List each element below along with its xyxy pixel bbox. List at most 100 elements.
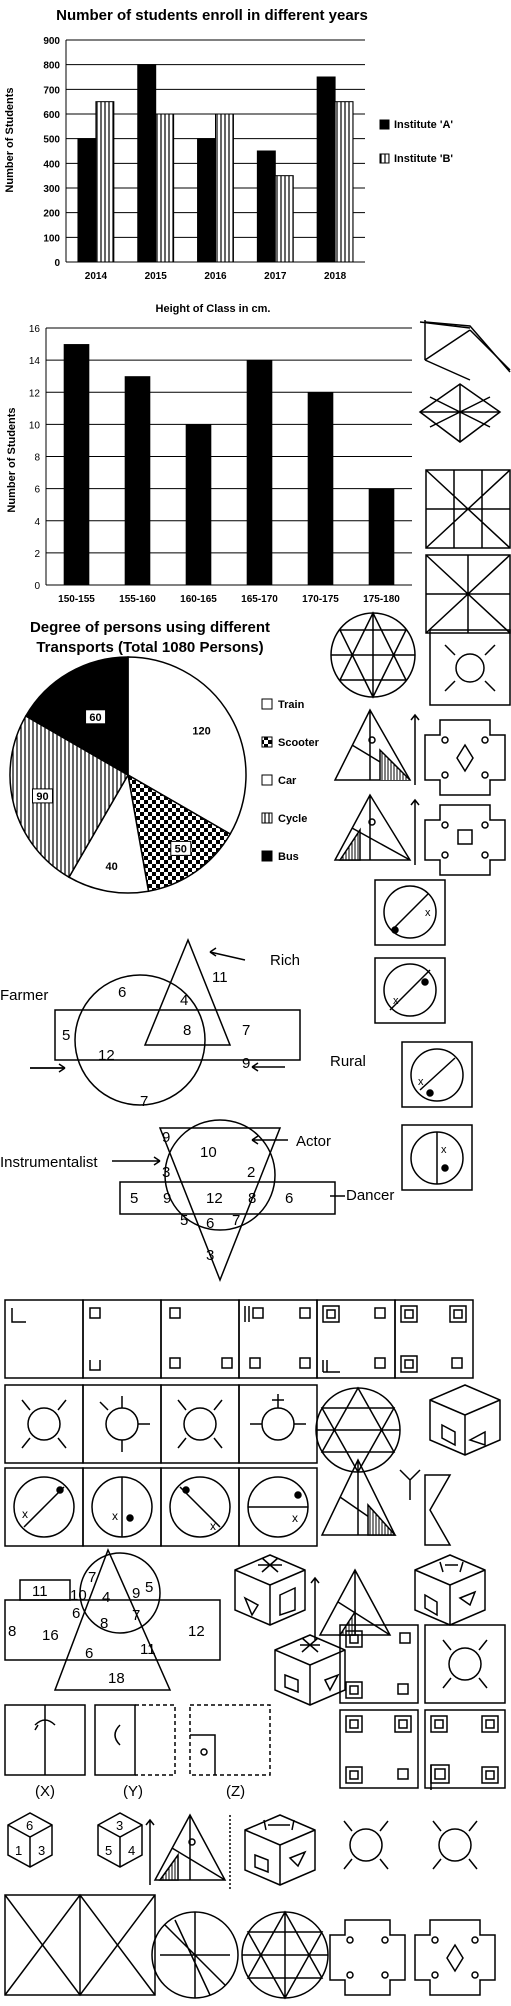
- die1-top: 6: [26, 1818, 33, 1833]
- circle-arrow-row: [4, 1384, 501, 1474]
- chart1-ylabel: Number of Students: [4, 87, 16, 192]
- venn1-num: 11: [212, 969, 228, 986]
- bar-institutea: [316, 76, 336, 263]
- venn3-num: 6: [85, 1645, 93, 1662]
- pie-slice-bus: [24, 656, 129, 777]
- pie-value-label: 50: [175, 843, 187, 855]
- paper-labels: (X) (Y) (Z): [35, 1783, 245, 1800]
- x-tick-label: 165-170: [241, 594, 278, 605]
- cube-figures: [234, 1554, 486, 1706]
- x-tick-label: 170-175: [302, 594, 339, 605]
- chart2-ylabel: Number of Students: [6, 407, 18, 512]
- venn3-num: 11: [32, 1583, 48, 1600]
- pie-value-label: 120: [192, 726, 210, 738]
- bar-instituteb: [155, 113, 175, 263]
- svg-text:x: x: [425, 907, 431, 919]
- bar: [185, 424, 212, 585]
- venn3-num: 5: [145, 1579, 153, 1596]
- y-tick-label: 2: [34, 549, 40, 560]
- bar: [246, 360, 273, 585]
- legend-label: Train: [278, 699, 305, 711]
- pie-value-label: 40: [105, 861, 117, 873]
- label-rich: Rich: [270, 952, 300, 969]
- venn2-num: 5: [180, 1212, 188, 1229]
- venn2-num: 9: [163, 1190, 171, 1207]
- y-tick-label: 500: [43, 135, 60, 146]
- venn1-num: 7: [242, 1022, 250, 1039]
- venn2-num: 3: [162, 1164, 170, 1181]
- x-tick-label: 2015: [145, 271, 168, 282]
- venn2-num: 6: [206, 1215, 214, 1232]
- venn-1-labels: Rich Farmer Rural 11 6 4 8 7 5 12 9 7: [0, 952, 366, 1110]
- venn3-num: 8: [100, 1615, 108, 1632]
- venn1-num: 8: [183, 1022, 191, 1039]
- bar-instituteb: [215, 113, 234, 263]
- y-tick-label: 300: [43, 184, 60, 195]
- x-tick-label: 2018: [324, 271, 347, 282]
- y-tick-label: 400: [43, 159, 60, 170]
- pie-title-line2: Transports (Total 1080 Persons): [36, 639, 263, 656]
- svg-text:x: x: [418, 1076, 424, 1088]
- chart2-title: Height of Class in cm.: [156, 303, 271, 315]
- bar-institutea: [197, 138, 216, 263]
- legend-label: Cycle: [278, 813, 307, 825]
- circle-box-d: x: [401, 1124, 473, 1191]
- pie-value-label: 90: [36, 791, 48, 803]
- label-actor: Actor: [296, 1133, 331, 1150]
- label-rural: Rural: [330, 1053, 366, 1070]
- venn3-num: 11: [140, 1641, 156, 1658]
- venn3-num: 4: [102, 1589, 110, 1606]
- circle-box-a: x: [374, 879, 446, 946]
- legend-swatch: [261, 698, 273, 710]
- svg-text:x: x: [210, 1519, 216, 1533]
- legend-swatch: [379, 153, 390, 164]
- y-tick-label: 16: [29, 324, 41, 335]
- x-tick-label: 150-155: [58, 594, 95, 605]
- y-tick-label: 600: [43, 110, 60, 121]
- bar: [63, 344, 90, 585]
- pie-slice-car: [67, 772, 150, 894]
- bar-instituteb: [334, 101, 354, 263]
- x-tick-label: 2016: [204, 271, 227, 282]
- bar-institutea: [77, 138, 97, 263]
- venn3-num: 8: [8, 1623, 16, 1640]
- x-tick-label: 160-165: [180, 594, 217, 605]
- bar: [368, 488, 395, 585]
- bottom-figures: [4, 1813, 496, 2000]
- paper-label-x: (X): [35, 1783, 55, 1800]
- die2-top: 3: [116, 1818, 123, 1833]
- pie-slice-cycle: [9, 714, 130, 879]
- paper-label-y: (Y): [123, 1783, 143, 1800]
- bar-institutea: [256, 150, 276, 263]
- venn1-num: 6: [118, 984, 126, 1001]
- die1-left: 1: [15, 1843, 22, 1858]
- y-tick-label: 12: [29, 388, 41, 399]
- die2-left: 5: [105, 1843, 112, 1858]
- circle-box-c: x: [401, 1041, 473, 1108]
- venn3-num: 10: [70, 1587, 87, 1604]
- circle-box-b: x: [374, 957, 446, 1024]
- svg-text:x: x: [441, 1144, 447, 1156]
- x-tick-label: 155-160: [119, 594, 156, 605]
- venn-diagram-3: [4, 1548, 221, 1691]
- venn3-num: 7: [132, 1607, 140, 1624]
- y-tick-label: 10: [29, 420, 41, 431]
- y-tick-label: 4: [34, 517, 40, 528]
- legend-swatch: [261, 850, 273, 862]
- chart-enrollment: Number of students enroll in different y…: [4, 7, 453, 282]
- circle-box-row: [4, 1458, 452, 1547]
- legend-label: Car: [278, 775, 297, 787]
- dice-figures: [7, 1812, 143, 1868]
- legend-label: Institute 'A': [394, 119, 453, 131]
- venn2-num: 8: [248, 1190, 256, 1207]
- x-tick-label: 175-180: [363, 594, 400, 605]
- y-tick-label: 700: [43, 85, 60, 96]
- dice-numbers: 6 1 3 3 5 4: [15, 1818, 135, 1858]
- legend-label: Institute 'B': [394, 153, 453, 165]
- pie-slice-scooter: [126, 773, 232, 893]
- venn2-num: 6: [285, 1190, 293, 1207]
- circle-box-row-x: x xxx: [22, 1507, 298, 1533]
- venn2-num: 12: [206, 1190, 223, 1207]
- venn2-num: 7: [232, 1212, 240, 1229]
- circle-star-figure: [330, 611, 416, 699]
